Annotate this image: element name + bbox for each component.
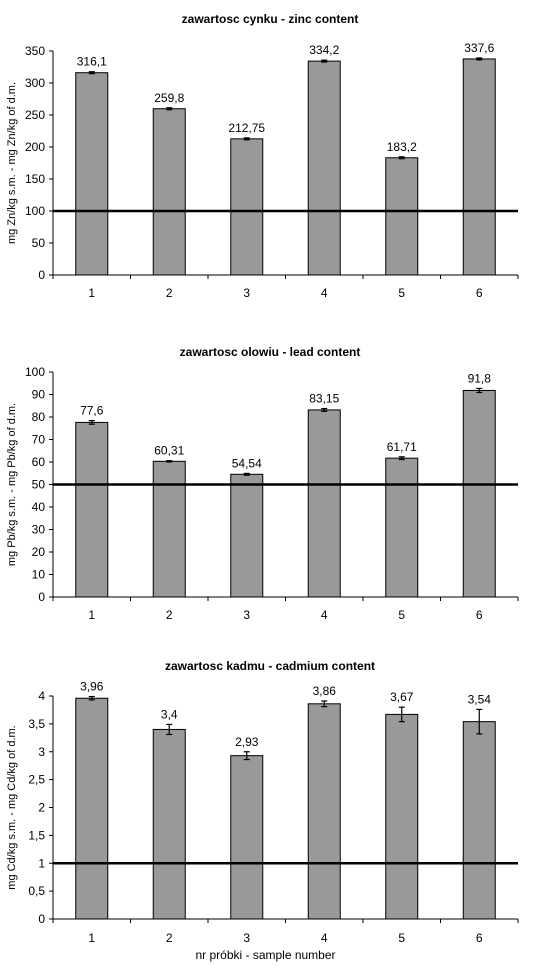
x-tick-label: 3 bbox=[243, 286, 250, 300]
y-tick-label: 50 bbox=[32, 478, 46, 492]
y-tick-label: 350 bbox=[25, 44, 45, 58]
x-tick-label: 1 bbox=[88, 286, 95, 300]
bar bbox=[75, 421, 109, 598]
x-tick-label: 5 bbox=[398, 608, 405, 622]
data-label: 259,8 bbox=[154, 91, 184, 105]
y-tick-label: 2,5 bbox=[28, 773, 45, 787]
x-tick-label: 1 bbox=[88, 608, 95, 622]
chart-title: zawartosc olowiu - lead content bbox=[180, 345, 361, 359]
data-label: 3,67 bbox=[390, 690, 414, 704]
x-tick-label: 2 bbox=[166, 286, 173, 300]
bar bbox=[462, 58, 496, 276]
zinc-chart-svg: zawartosc cynku - zinc content mg Zn/kg s… bbox=[6, 12, 519, 300]
data-label: 83,15 bbox=[309, 392, 339, 406]
x-tick-label: 6 bbox=[476, 286, 483, 300]
y-tick-label: 0,5 bbox=[28, 884, 45, 898]
bar bbox=[152, 460, 186, 598]
y-axis-label: mg Zn/kg s.m. - mg Zn/kg of d.m. bbox=[6, 82, 18, 244]
y-tick-label: 100 bbox=[25, 204, 45, 218]
bar bbox=[462, 389, 496, 598]
chart-title: zawartosc cynku - zinc content bbox=[182, 12, 359, 26]
y-tick-label: 0 bbox=[38, 268, 45, 282]
y-tick-label: 200 bbox=[25, 140, 45, 154]
x-tick-label: 3 bbox=[243, 931, 250, 945]
y-tick-label: 1 bbox=[38, 856, 45, 870]
x-tick-label: 4 bbox=[321, 286, 328, 300]
y-tick-label: 40 bbox=[32, 500, 46, 514]
data-label: 334,2 bbox=[309, 43, 339, 57]
data-label: 3,86 bbox=[313, 684, 337, 698]
data-label: 2,93 bbox=[235, 735, 259, 749]
data-label: 60,31 bbox=[154, 444, 184, 458]
zinc-chart: zawartosc cynku - zinc content mg Zn/kg s… bbox=[0, 0, 541, 310]
bar bbox=[75, 697, 109, 920]
y-tick-label: 2 bbox=[38, 801, 45, 815]
data-label: 61,71 bbox=[387, 440, 417, 454]
y-tick-label: 50 bbox=[32, 236, 46, 250]
bar bbox=[385, 457, 419, 598]
y-tick-label: 70 bbox=[32, 433, 46, 447]
data-label: 77,6 bbox=[80, 404, 104, 418]
x-tick-label: 4 bbox=[321, 931, 328, 945]
y-tick-label: 4 bbox=[38, 689, 45, 703]
bar bbox=[75, 72, 109, 276]
data-label: 3,96 bbox=[80, 680, 104, 694]
x-tick-label: 6 bbox=[476, 931, 483, 945]
y-tick-label: 0 bbox=[38, 590, 45, 604]
y-tick-label: 250 bbox=[25, 108, 45, 122]
x-tick-label: 2 bbox=[166, 608, 173, 622]
y-tick-label: 150 bbox=[25, 172, 45, 186]
lead-chart: zawartosc olowiu - lead content mg Pb/kg … bbox=[0, 335, 541, 625]
x-tick-label: 2 bbox=[166, 931, 173, 945]
y-tick-label: 90 bbox=[32, 388, 46, 402]
data-label: 54,54 bbox=[232, 456, 262, 470]
data-label: 212,75 bbox=[228, 121, 265, 135]
x-tick-label: 5 bbox=[398, 931, 405, 945]
bar bbox=[307, 703, 341, 920]
data-label: 91,8 bbox=[468, 371, 492, 385]
cadmium-chart: zawartosc kadmu - cadmium content mg Cd/k… bbox=[0, 648, 541, 966]
y-tick-label: 100 bbox=[25, 365, 45, 379]
y-tick-label: 10 bbox=[32, 568, 46, 582]
x-tick-label: 1 bbox=[88, 931, 95, 945]
data-label: 3,4 bbox=[161, 707, 178, 721]
bar bbox=[462, 721, 496, 920]
data-label: 183,2 bbox=[387, 140, 417, 154]
x-tick-label: 3 bbox=[243, 608, 250, 622]
y-tick-label: 80 bbox=[32, 410, 46, 424]
y-tick-label: 30 bbox=[32, 523, 46, 537]
y-axis-label: mg Pb/kg s.m. - mg Pb/kg of d.m. bbox=[6, 403, 18, 566]
bar bbox=[152, 108, 186, 276]
x-tick-label: 6 bbox=[476, 608, 483, 622]
data-label: 337,6 bbox=[464, 41, 494, 55]
y-tick-label: 1,5 bbox=[28, 828, 45, 842]
bar bbox=[385, 157, 419, 276]
x-tick-label: 4 bbox=[321, 608, 328, 622]
y-tick-label: 300 bbox=[25, 76, 45, 90]
data-label: 316,1 bbox=[77, 55, 107, 69]
bar bbox=[230, 473, 264, 598]
bar bbox=[307, 409, 341, 598]
y-tick-label: 3,5 bbox=[28, 717, 45, 731]
y-tick-label: 20 bbox=[32, 545, 46, 559]
y-axis-label: mg Cd/kg s.m. - mg Cd/kg of d.m. bbox=[6, 725, 18, 889]
x-axis-label: nr próbki - sample number bbox=[195, 948, 335, 962]
bar bbox=[152, 728, 186, 920]
bar bbox=[230, 138, 264, 276]
y-tick-label: 3 bbox=[38, 745, 45, 759]
bar bbox=[385, 713, 419, 920]
data-label: 3,54 bbox=[468, 692, 492, 706]
y-tick-label: 60 bbox=[32, 455, 46, 469]
y-tick-label: 0 bbox=[38, 912, 45, 926]
bar bbox=[307, 60, 341, 276]
bar bbox=[230, 755, 264, 920]
cadmium-chart-svg: zawartosc kadmu - cadmium content mg Cd/k… bbox=[6, 659, 519, 962]
x-tick-label: 5 bbox=[398, 286, 405, 300]
chart-title: zawartosc kadmu - cadmium content bbox=[165, 659, 375, 673]
lead-chart-svg: zawartosc olowiu - lead content mg Pb/kg … bbox=[6, 345, 519, 622]
